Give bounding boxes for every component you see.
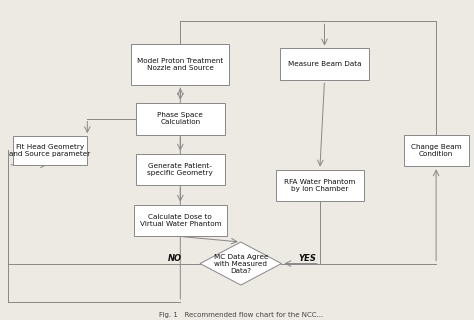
FancyBboxPatch shape (276, 170, 364, 201)
FancyBboxPatch shape (136, 154, 225, 186)
Text: NO: NO (167, 254, 182, 263)
FancyBboxPatch shape (134, 204, 227, 236)
FancyBboxPatch shape (131, 44, 229, 85)
FancyBboxPatch shape (136, 103, 225, 134)
Text: YES: YES (298, 254, 316, 263)
Text: Phase Space
Calculation: Phase Space Calculation (157, 112, 203, 125)
Text: Fit Head Geometry
and Source parameter: Fit Head Geometry and Source parameter (9, 144, 91, 157)
Text: Change Beam
Condition: Change Beam Condition (411, 144, 461, 157)
Polygon shape (200, 242, 282, 285)
Text: Model Proton Treatment
Nozzle and Source: Model Proton Treatment Nozzle and Source (137, 58, 223, 71)
Text: Generate Patient-
specific Geometry: Generate Patient- specific Geometry (147, 163, 213, 176)
Text: Calculate Dose to
Virtual Water Phantom: Calculate Dose to Virtual Water Phantom (139, 214, 221, 227)
FancyBboxPatch shape (403, 134, 469, 166)
Text: Measure Beam Data: Measure Beam Data (288, 61, 361, 68)
Text: RFA Water Phantom
by Ion Chamber: RFA Water Phantom by Ion Chamber (284, 179, 356, 192)
FancyBboxPatch shape (13, 136, 87, 165)
Text: Fig. 1   Recommended flow chart for the NCC...: Fig. 1 Recommended flow chart for the NC… (159, 312, 323, 318)
FancyBboxPatch shape (280, 49, 369, 80)
Text: MC Data Agree
with Measured
Data?: MC Data Agree with Measured Data? (213, 253, 268, 274)
